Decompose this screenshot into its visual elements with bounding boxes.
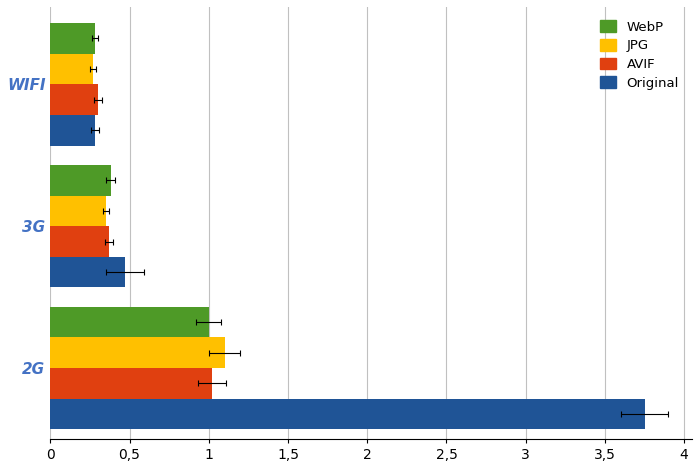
- Bar: [50, 338, 224, 368]
- Bar: [50, 23, 94, 53]
- Bar: [50, 115, 94, 145]
- Bar: [50, 196, 106, 226]
- Bar: [50, 368, 212, 399]
- Bar: [50, 53, 93, 84]
- Bar: [50, 257, 125, 287]
- Bar: [50, 399, 644, 429]
- Bar: [50, 226, 109, 257]
- Bar: [50, 165, 110, 196]
- Bar: [50, 84, 98, 115]
- Legend: WebP, JPG, AVIF, Original: WebP, JPG, AVIF, Original: [593, 14, 686, 96]
- Bar: [50, 307, 209, 338]
